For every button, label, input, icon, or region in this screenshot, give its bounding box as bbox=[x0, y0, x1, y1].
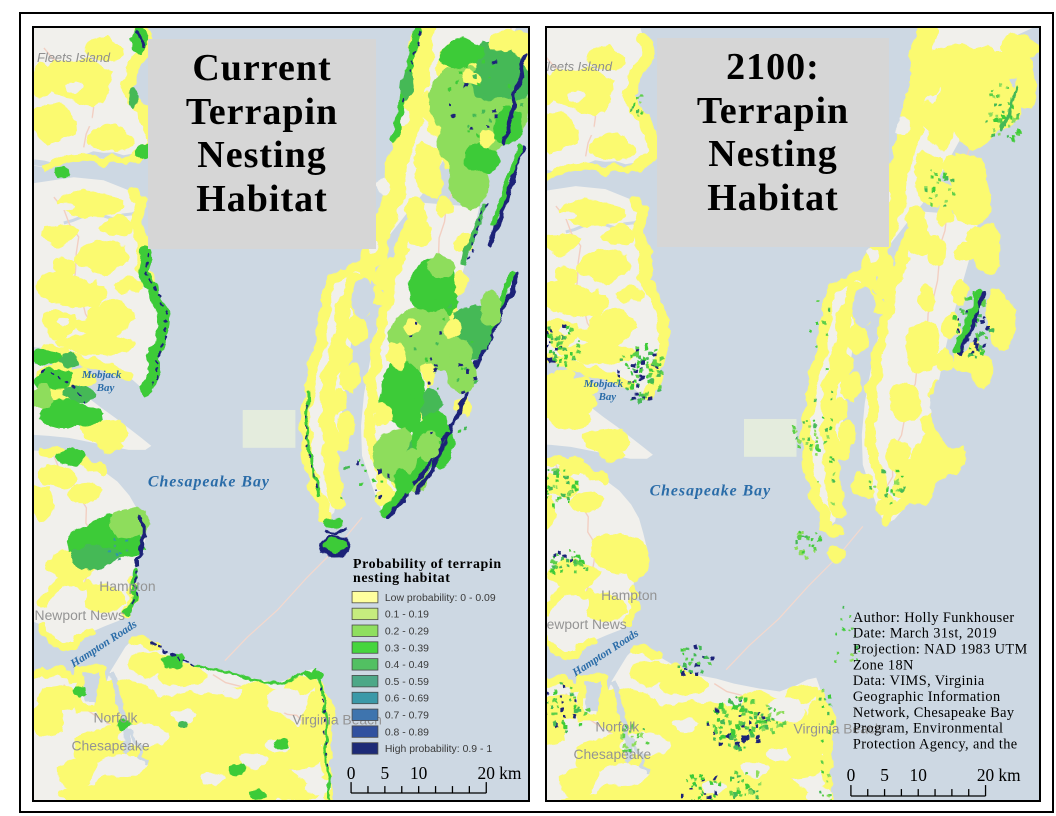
svg-text:20: 20 bbox=[977, 766, 995, 785]
svg-text:Newport News: Newport News bbox=[35, 607, 125, 623]
svg-text:Fleets Island: Fleets Island bbox=[547, 59, 613, 74]
svg-text:0.8 - 0.89: 0.8 - 0.89 bbox=[385, 727, 429, 738]
svg-text:0.1 - 0.19: 0.1 - 0.19 bbox=[385, 610, 429, 621]
svg-text:10: 10 bbox=[910, 766, 928, 785]
svg-text:Date: March 31st, 2019: Date: March 31st, 2019 bbox=[853, 626, 997, 642]
svg-text:0: 0 bbox=[847, 766, 856, 785]
svg-text:10: 10 bbox=[410, 763, 428, 783]
svg-text:Hampton: Hampton bbox=[601, 587, 657, 603]
svg-text:Network, Chesapeake Bay: Network, Chesapeake Bay bbox=[853, 705, 1015, 721]
svg-text:0.7 - 0.79: 0.7 - 0.79 bbox=[385, 711, 429, 722]
svg-text:Norfolk: Norfolk bbox=[595, 718, 639, 734]
svg-text:0.3 - 0.39: 0.3 - 0.39 bbox=[385, 643, 429, 654]
svg-text:High probability: 0.9 - 1: High probability: 0.9 - 1 bbox=[385, 744, 492, 755]
svg-text:5: 5 bbox=[880, 766, 889, 785]
svg-text:20: 20 bbox=[478, 763, 496, 783]
svg-text:0.2 - 0.29: 0.2 - 0.29 bbox=[385, 626, 429, 637]
svg-text:km: km bbox=[499, 763, 522, 783]
svg-text:0.5 - 0.59: 0.5 - 0.59 bbox=[385, 677, 429, 688]
svg-text:Program, Environmental: Program, Environmental bbox=[853, 721, 1003, 737]
svg-text:km: km bbox=[998, 766, 1021, 785]
svg-text:Chesapeake Bay: Chesapeake Bay bbox=[148, 474, 270, 491]
svg-text:Projection: NAD 1983 UTM: Projection: NAD 1983 UTM bbox=[853, 642, 1028, 658]
svg-text:Virginia Beach: Virginia Beach bbox=[794, 720, 883, 736]
svg-text:Chesapeake: Chesapeake bbox=[72, 737, 150, 753]
svg-text:5: 5 bbox=[381, 763, 390, 783]
svg-text:Chesapeake Bay: Chesapeake Bay bbox=[650, 483, 772, 500]
svg-text:Probability of terrapin: Probability of terrapin bbox=[353, 557, 502, 572]
svg-text:0: 0 bbox=[347, 763, 356, 783]
svg-text:Hampton: Hampton bbox=[99, 578, 155, 594]
svg-text:nesting habitat: nesting habitat bbox=[353, 571, 450, 586]
svg-text:Chesapeake: Chesapeake bbox=[573, 746, 651, 762]
svg-text:Bay: Bay bbox=[598, 391, 617, 403]
svg-text:Author: Holly Funkhouser: Author: Holly Funkhouser bbox=[853, 610, 1015, 626]
svg-text:Norfolk: Norfolk bbox=[93, 709, 137, 725]
svg-text:Geographic Information: Geographic Information bbox=[853, 689, 1001, 705]
svg-text:Fleets Island: Fleets Island bbox=[37, 50, 111, 65]
svg-text:Protection Agency, and the: Protection Agency, and the bbox=[853, 736, 1018, 752]
svg-text:Zone 18N: Zone 18N bbox=[853, 657, 914, 673]
svg-text:Newport News: Newport News bbox=[547, 616, 627, 632]
svg-text:0.4 - 0.49: 0.4 - 0.49 bbox=[385, 660, 429, 671]
svg-text:Bay: Bay bbox=[96, 382, 115, 394]
svg-text:Data: VIMS, Virginia: Data: VIMS, Virginia bbox=[853, 673, 985, 689]
svg-text:Mobjack: Mobjack bbox=[81, 369, 122, 381]
svg-text:0.6 - 0.69: 0.6 - 0.69 bbox=[385, 694, 429, 705]
svg-text:Low probability: 0 - 0.09: Low probability: 0 - 0.09 bbox=[385, 593, 496, 604]
svg-text:Mobjack: Mobjack bbox=[583, 378, 624, 390]
